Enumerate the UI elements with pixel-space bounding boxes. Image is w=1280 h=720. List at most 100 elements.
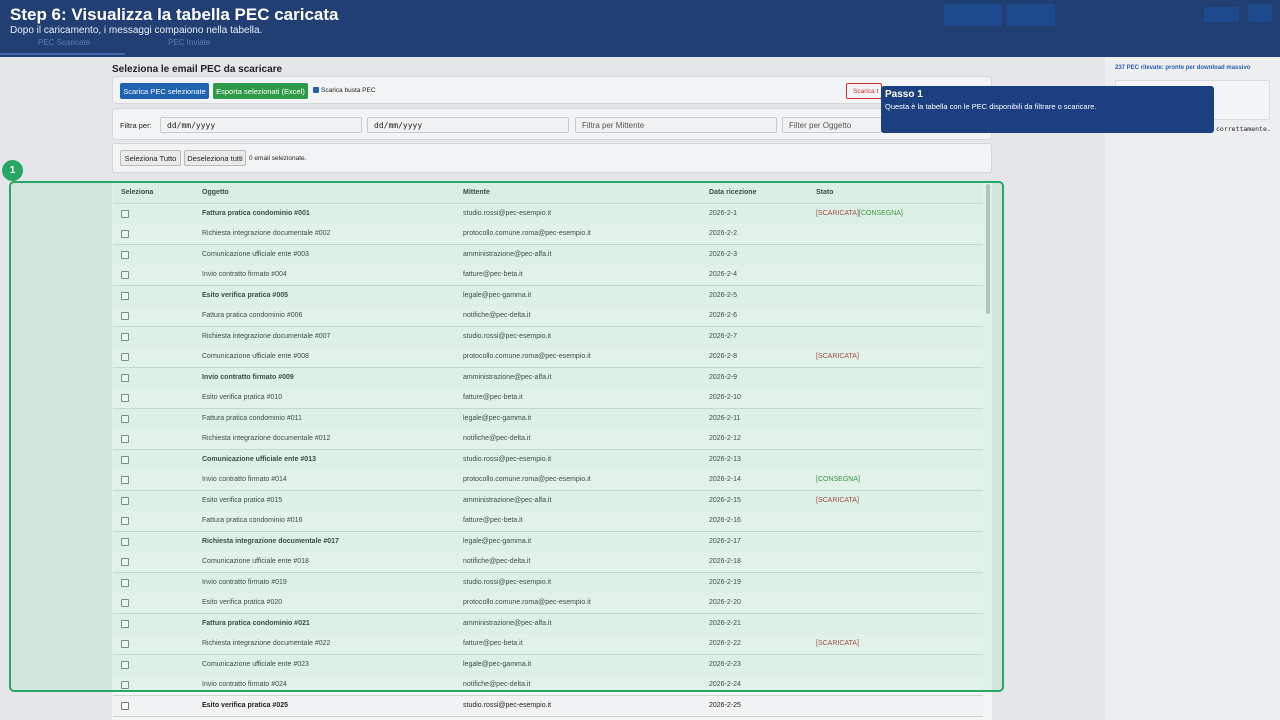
date: 2026-2-22	[709, 640, 741, 647]
filter-label: Filtra per:	[120, 121, 152, 130]
subject-filter[interactable]: Filter per Oggetto	[782, 117, 882, 133]
row-checkbox[interactable]	[121, 373, 129, 382]
date: 2026-2-23	[709, 660, 741, 668]
tour-tooltip: Passo 1 Questa è la tabella con le PEC d…	[881, 86, 1214, 133]
subject: Comunicazione ufficiale ente #003	[202, 250, 309, 258]
subject: Invio contratto firmato #024	[202, 681, 287, 688]
row-checkbox[interactable]	[121, 476, 129, 484]
date: 2026-2-18	[709, 558, 741, 565]
sender: studio.rossi@pec-esempio.it	[463, 209, 552, 217]
row-checkbox[interactable]	[121, 312, 129, 320]
column-header: Stato	[816, 189, 834, 196]
row-checkbox[interactable]	[121, 517, 129, 525]
selection-count: 0 email selezionate.	[249, 155, 307, 162]
row-checkbox[interactable]	[121, 496, 129, 505]
subject: Richiesta integrazione documentale #017	[202, 537, 339, 545]
deselect-all[interactable]: Deseleziona tutti	[184, 150, 246, 166]
header-button[interactable]	[1248, 4, 1272, 22]
date: 2026-2-15	[709, 496, 741, 504]
row-checkbox[interactable]	[121, 619, 129, 628]
table-row: Esito verifica pratica #025 studio.rossi@…	[113, 695, 983, 717]
header-button[interactable]	[1204, 7, 1239, 22]
date-input[interactable]: dd/mm/yyyy	[160, 117, 362, 133]
tab[interactable]: PEC Inviate	[168, 38, 211, 47]
subject: Esito verifica pratica #025	[202, 701, 288, 709]
column-header: Data ricezione	[709, 189, 757, 196]
sender: legale@pec-gamma.it	[463, 537, 532, 545]
sender: legale@pec-gamma.it	[463, 414, 532, 422]
row-checkbox[interactable]	[121, 640, 129, 648]
date: 2026-2-7	[709, 332, 738, 340]
row-checkbox[interactable]	[121, 414, 129, 423]
row-checkbox[interactable]	[121, 537, 129, 546]
date: 2026-2-19	[709, 578, 741, 586]
sender: amministrazione@pec-alfa.it	[463, 250, 552, 258]
sender: legale@pec-gamma.it	[463, 660, 532, 668]
header	[0, 0, 1280, 57]
row-checkbox[interactable]	[121, 455, 129, 464]
date: 2026-2-4	[709, 271, 738, 278]
subject: Richiesta integrazione documentale #022	[202, 640, 331, 647]
header-button[interactable]	[944, 4, 1002, 26]
sender: protocollo.comune.roma@pec-esempio.it	[463, 230, 591, 237]
sender-filter[interactable]: Filtra per Mittente	[575, 117, 777, 133]
export-button[interactable]: Esporta selezionati (Excel)	[213, 83, 308, 99]
red-button[interactable]: Scarica t	[846, 83, 882, 99]
subject: Richiesta integrazione documentale #007	[202, 332, 331, 340]
sender: studio.rossi@pec-esempio.it	[463, 701, 552, 709]
date: 2026-2-14	[709, 476, 741, 483]
row-checkbox[interactable]	[121, 250, 129, 259]
date: 2026-2-9	[709, 373, 738, 381]
status: [SCARICATA]	[816, 634, 859, 654]
sender: protocollo.comune.roma@pec-esempio.it	[463, 476, 591, 483]
status: [CONSEGNA]	[816, 470, 860, 490]
date-input[interactable]: dd/mm/yyyy	[367, 117, 569, 133]
checkbox[interactable]	[313, 87, 319, 93]
row-checkbox[interactable]	[121, 558, 129, 566]
row-checkbox[interactable]	[121, 578, 129, 587]
row-checkbox[interactable]	[121, 701, 129, 710]
row-checkbox[interactable]	[121, 332, 129, 341]
row-checkbox[interactable]	[121, 660, 129, 669]
sender: fatture@pec-beta.it	[463, 640, 523, 647]
date: 2026-2-25	[709, 701, 741, 709]
sender: fatture@pec-beta.it	[463, 271, 523, 278]
row-checkbox[interactable]	[121, 271, 129, 279]
title: Step 6: Visualizza la tabella PEC carica…	[10, 5, 339, 24]
header-button[interactable]	[1007, 4, 1055, 26]
date: 2026-2-16	[709, 517, 741, 524]
subject: Richiesta integrazione documentale #002	[202, 230, 331, 237]
sender: fatture@pec-beta.it	[463, 394, 523, 401]
select-all[interactable]: Seleziona Tutto	[120, 150, 181, 166]
date: 2026-2-6	[709, 312, 738, 319]
row-checkbox[interactable]	[121, 599, 129, 607]
subject: Esito verifica pratica #015	[202, 496, 283, 504]
download-button[interactable]: Scarica PEC selezionate	[120, 83, 209, 99]
subject: Fattura pratica condominio #001	[202, 209, 310, 217]
row-checkbox[interactable]	[121, 394, 129, 402]
column-header: Mittente	[463, 189, 490, 196]
sender: notifiche@pec-delta.it	[463, 312, 531, 319]
date: 2026-2-11	[709, 414, 741, 422]
row-checkbox[interactable]	[121, 681, 129, 689]
table-row: Comunicazione ufficiale ente #008 protoco…	[113, 347, 983, 368]
status-tag: [CONSEGNA]	[858, 209, 903, 217]
log-text: correttamente.	[1216, 125, 1271, 133]
tour-badge: 1	[2, 160, 23, 181]
highlight	[9, 181, 1004, 692]
status: [SCARICATA]	[816, 491, 859, 511]
sender: studio.rossi@pec-esempio.it	[463, 332, 552, 340]
subject: Comunicazione ufficiale ente #013	[202, 455, 316, 463]
subject: Invio contratto firmato #004	[202, 271, 287, 278]
row-checkbox[interactable]	[121, 353, 129, 361]
date: 2026-2-2	[709, 230, 738, 237]
tour-text: Questa è la tabella con le PEC disponibi…	[885, 102, 1097, 111]
row-checkbox[interactable]	[121, 435, 129, 443]
tab[interactable]: PEC Scaricate	[38, 38, 91, 47]
row-checkbox[interactable]	[121, 291, 129, 300]
row-checkbox[interactable]	[121, 230, 129, 238]
row-checkbox[interactable]	[121, 209, 129, 218]
date: 2026-2-20	[709, 599, 741, 606]
checkbox-label: Scarica busta PEC	[321, 87, 376, 94]
date: 2026-2-5	[709, 291, 738, 299]
